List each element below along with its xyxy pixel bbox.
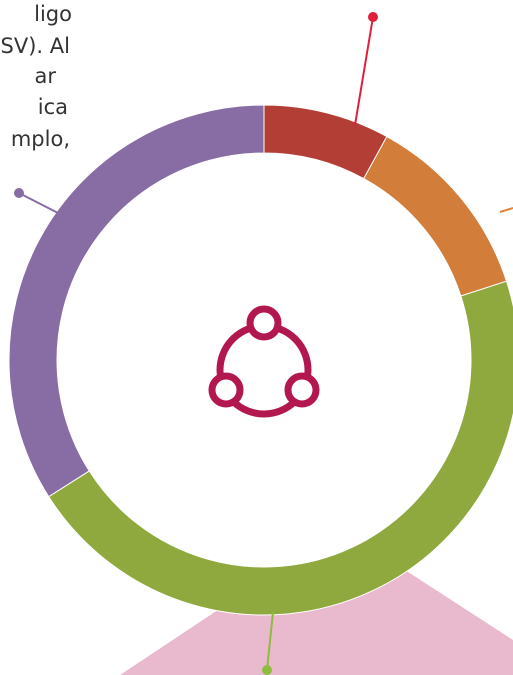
leader-dot bbox=[262, 665, 272, 675]
leader-line bbox=[18, 192, 61, 215]
center-icon bbox=[208, 305, 320, 418]
leader-dot bbox=[368, 12, 378, 22]
icon-node bbox=[208, 372, 244, 408]
leader-line bbox=[499, 207, 513, 213]
text-fragment: ar bbox=[34, 64, 56, 88]
text-fragment: ligo bbox=[34, 2, 72, 26]
background-shape bbox=[120, 570, 513, 675]
leader-lines bbox=[14, 12, 513, 675]
donut-segment bbox=[8, 104, 265, 498]
leader-line bbox=[266, 611, 274, 671]
leader-line bbox=[354, 16, 374, 126]
text-fragment: mplo, bbox=[11, 127, 70, 151]
donut-segment bbox=[48, 280, 513, 616]
donut-segment bbox=[363, 135, 508, 297]
leader-dot bbox=[14, 188, 24, 198]
text-fragment: SV). Al bbox=[1, 34, 70, 58]
text-fragment: ica bbox=[38, 95, 68, 119]
donut bbox=[8, 104, 513, 616]
icon-node bbox=[284, 372, 320, 408]
icon-node bbox=[246, 305, 282, 341]
donut-segment bbox=[263, 104, 388, 180]
